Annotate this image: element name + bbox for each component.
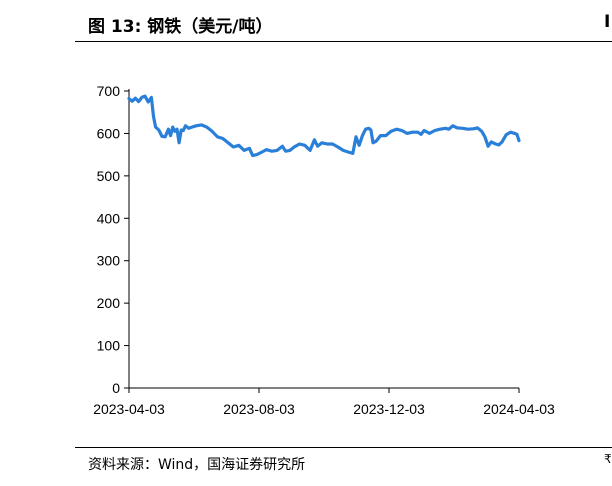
y-axis-ticks: 0 100 200 300 400 500 600 700 — [97, 83, 129, 396]
x-tick-label: 2024-04-03 — [483, 401, 555, 417]
x-tick-label: 2023-04-03 — [93, 401, 165, 417]
x-axis-ticks: 2023-04-03 2023-08-03 2023-12-03 2024-04-03 — [93, 388, 555, 417]
steel-price-line — [127, 94, 521, 158]
y-tick-label: 100 — [97, 338, 121, 354]
y-tick-label: 0 — [112, 380, 120, 396]
source-rule — [75, 447, 612, 448]
chart-axes — [128, 89, 519, 389]
y-tick-label: 400 — [97, 210, 121, 226]
y-tick-label: 200 — [97, 295, 121, 311]
chart-series — [127, 94, 521, 158]
edge-fragment-bottom: ₹ — [604, 452, 612, 466]
edge-fragment-top: I — [604, 12, 611, 32]
figure-title: 图 13: 钢铁（美元/吨） — [88, 17, 273, 37]
x-tick-label: 2023-08-03 — [223, 401, 295, 417]
y-tick-label: 600 — [97, 125, 121, 141]
source-note: 资料来源：Wind，国海证券研究所 — [88, 457, 306, 473]
title-rule — [75, 41, 612, 42]
y-tick-label: 300 — [97, 253, 121, 269]
y-tick-label: 500 — [97, 168, 121, 184]
y-tick-label: 700 — [97, 83, 121, 99]
x-tick-label: 2023-12-03 — [353, 401, 425, 417]
